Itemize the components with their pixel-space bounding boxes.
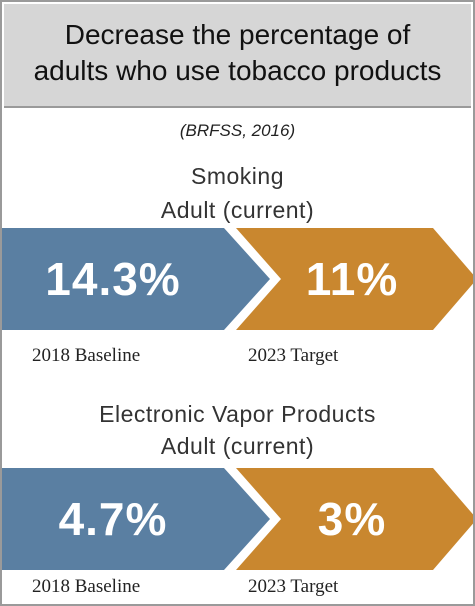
target-arrow-shape: [236, 468, 473, 570]
progress-arrow-vapor: 4.7% 3%: [2, 468, 473, 570]
baseline-arrow-shape: [2, 468, 270, 570]
target-label: 2023 Target: [248, 345, 339, 366]
objective-title-line-2: adults who use tobacco products: [33, 55, 442, 86]
objective-title-line-1: Decrease the percentage of: [64, 19, 411, 50]
target-label: 2023 Target: [248, 576, 339, 597]
metric-title-smoking: Smoking: [191, 163, 284, 189]
metric-subtitle-vapor: Adult (current): [160, 433, 315, 459]
objective-header: Decrease the percentage of adults who us…: [4, 4, 471, 108]
baseline-value: 4.7%: [58, 493, 168, 545]
baseline-arrow-shape: [2, 228, 270, 330]
progress-arrow-smoking: 14.3% 11%: [2, 228, 473, 330]
target-value: 3%: [317, 493, 387, 545]
metric-title-vapor: Electronic Vapor Products: [99, 401, 376, 427]
target-arrow-shape: [236, 228, 473, 330]
baseline-label: 2018 Baseline: [32, 345, 141, 366]
data-source: (BRFSS, 2016): [179, 121, 296, 140]
metric-subtitle-smoking: Adult (current): [160, 197, 315, 223]
baseline-label: 2018 Baseline: [32, 576, 141, 597]
target-value: 11%: [305, 253, 399, 305]
baseline-value: 14.3%: [45, 253, 181, 305]
